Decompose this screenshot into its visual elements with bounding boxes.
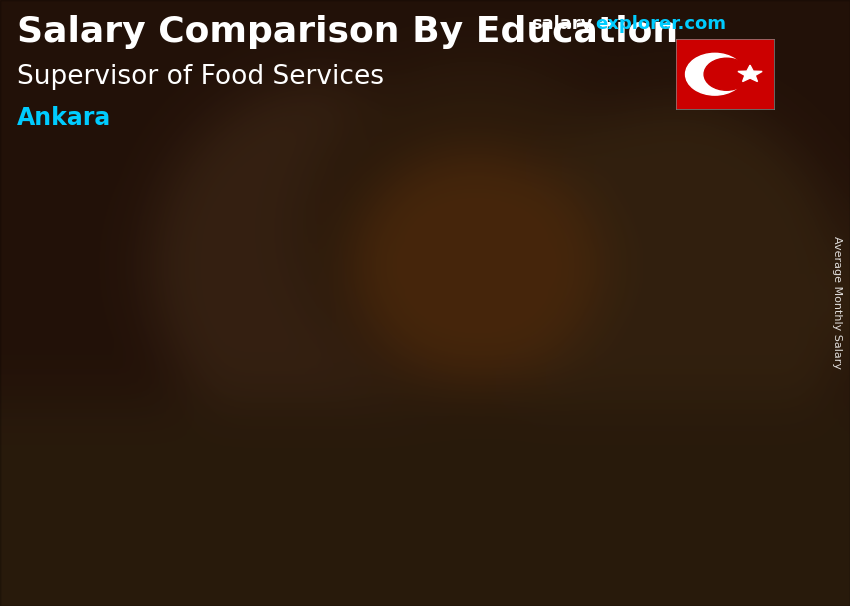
Circle shape: [685, 53, 745, 95]
Polygon shape: [738, 65, 762, 82]
Text: explorer.com: explorer.com: [595, 15, 726, 33]
Polygon shape: [448, 311, 461, 497]
Text: 4,480 TRY: 4,480 TRY: [120, 336, 230, 355]
Bar: [135, 377, 222, 497]
Text: 6,790 TRY: 6,790 TRY: [350, 277, 460, 296]
Polygon shape: [675, 218, 688, 497]
Text: +50%: +50%: [453, 153, 561, 186]
Bar: [362, 315, 448, 497]
Text: Certificate or
Diploma: Certificate or Diploma: [327, 521, 483, 564]
Text: +51%: +51%: [227, 218, 334, 250]
Text: salary: salary: [531, 15, 592, 33]
Bar: [660, 223, 675, 497]
Bar: [589, 223, 604, 497]
Bar: [206, 377, 222, 497]
Bar: [433, 315, 448, 497]
Polygon shape: [589, 218, 688, 491]
Bar: [362, 315, 377, 497]
Text: Average Monthly Salary: Average Monthly Salary: [832, 236, 842, 370]
Polygon shape: [222, 374, 234, 497]
Text: 10,200 TRY: 10,200 TRY: [643, 185, 766, 204]
Polygon shape: [362, 311, 461, 493]
Text: High School: High School: [109, 521, 248, 541]
Polygon shape: [135, 374, 234, 494]
Text: Bachelor's
Degree: Bachelor's Degree: [570, 521, 693, 564]
Text: Supervisor of Food Services: Supervisor of Food Services: [17, 64, 384, 90]
Bar: [589, 223, 675, 497]
Text: Salary Comparison By Education: Salary Comparison By Education: [17, 15, 678, 49]
Bar: [135, 377, 151, 497]
Circle shape: [704, 58, 749, 90]
Text: Ankara: Ankara: [17, 106, 111, 130]
